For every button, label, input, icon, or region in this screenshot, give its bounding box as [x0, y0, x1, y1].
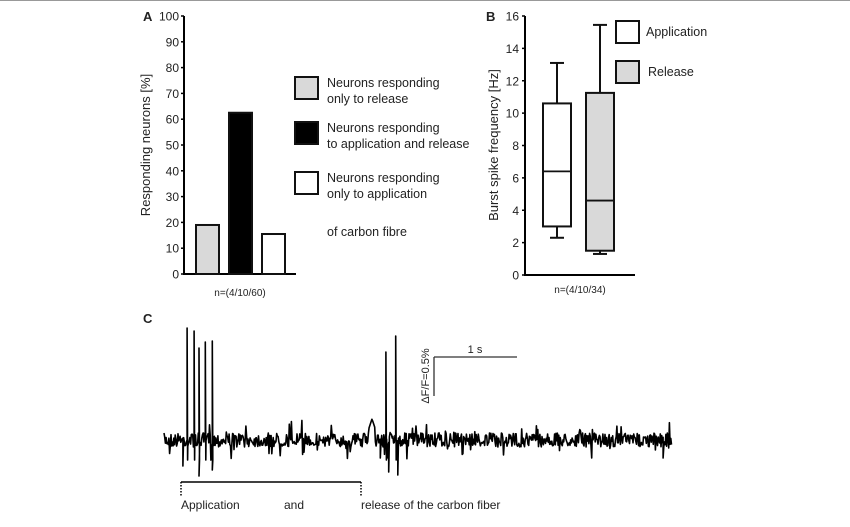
bar: [228, 111, 253, 275]
time-scale-label: 1 s: [468, 344, 483, 356]
legend-label-a: Neurons responding: [327, 76, 440, 90]
y-tick-label-b: 2: [512, 236, 519, 250]
y-tick-label-b: 12: [506, 74, 520, 88]
legend-swatch-b: [615, 60, 640, 84]
fluorescence-trace: [163, 327, 673, 477]
y-axis-label-a: Responding neurons [%]: [138, 74, 153, 216]
y-tick-label-a: 90: [166, 35, 180, 49]
y-tick-label-a: 0: [172, 268, 179, 282]
panel-label-b: B: [486, 9, 495, 24]
legend-label-a: only to release: [327, 92, 408, 106]
annotation-middle: and: [284, 498, 304, 512]
y-tick-label-b: 8: [512, 139, 519, 153]
legend-swatch-a: [294, 76, 319, 100]
x-axis-label-a: n=(4/10/60): [214, 288, 265, 299]
y-tick-label-b: 10: [506, 107, 520, 121]
y-axis-label-b: Burst spike frequency [Hz]: [486, 69, 501, 221]
panel-label-a: A: [143, 9, 153, 24]
y-tick-label-b: 14: [506, 42, 520, 56]
y-tick-label-a: 50: [166, 139, 180, 153]
annotation-end: release of the carbon fiber: [361, 498, 500, 512]
y-tick-label-a: 100: [159, 10, 179, 24]
annotation-start: Application: [181, 498, 240, 512]
legend-label-b: Release: [648, 65, 694, 79]
legend-swatch-b: [615, 20, 640, 44]
y-tick-label-a: 80: [166, 61, 180, 75]
y-tick-label-b: 16: [506, 10, 520, 24]
legend-swatch-a: [294, 121, 319, 145]
bar: [261, 233, 286, 275]
box: [542, 102, 572, 228]
bar: [195, 223, 220, 275]
legend-label-a: Neurons responding: [327, 121, 440, 135]
y-tick-label-a: 40: [166, 164, 180, 178]
y-tick-label-b: 6: [512, 171, 519, 185]
legend-swatch-a: [294, 171, 319, 195]
y-tick-label-a: 70: [166, 87, 180, 101]
legend-label-a: only to application: [327, 187, 427, 201]
top-border: [0, 0, 850, 1]
legend-label-a: of carbon fibre: [327, 225, 407, 239]
y-tick-label-a: 10: [166, 242, 180, 256]
legend-label-a: to application and release: [327, 137, 470, 151]
legend-label-a: Neurons responding: [327, 171, 440, 185]
y-tick-label-a: 20: [166, 216, 180, 230]
amplitude-scale-label: ΔF/F=0.5%: [420, 348, 432, 404]
y-tick-label-a: 60: [166, 113, 180, 127]
y-tick-label-b: 4: [512, 204, 519, 218]
y-tick-label-b: 0: [512, 269, 519, 283]
y-tick-label-a: 30: [166, 190, 180, 204]
panel-label-c: C: [143, 311, 153, 326]
box: [585, 91, 615, 252]
x-axis-label-b: n=(4/10/34): [554, 285, 605, 296]
legend-label-b: Application: [646, 25, 707, 39]
